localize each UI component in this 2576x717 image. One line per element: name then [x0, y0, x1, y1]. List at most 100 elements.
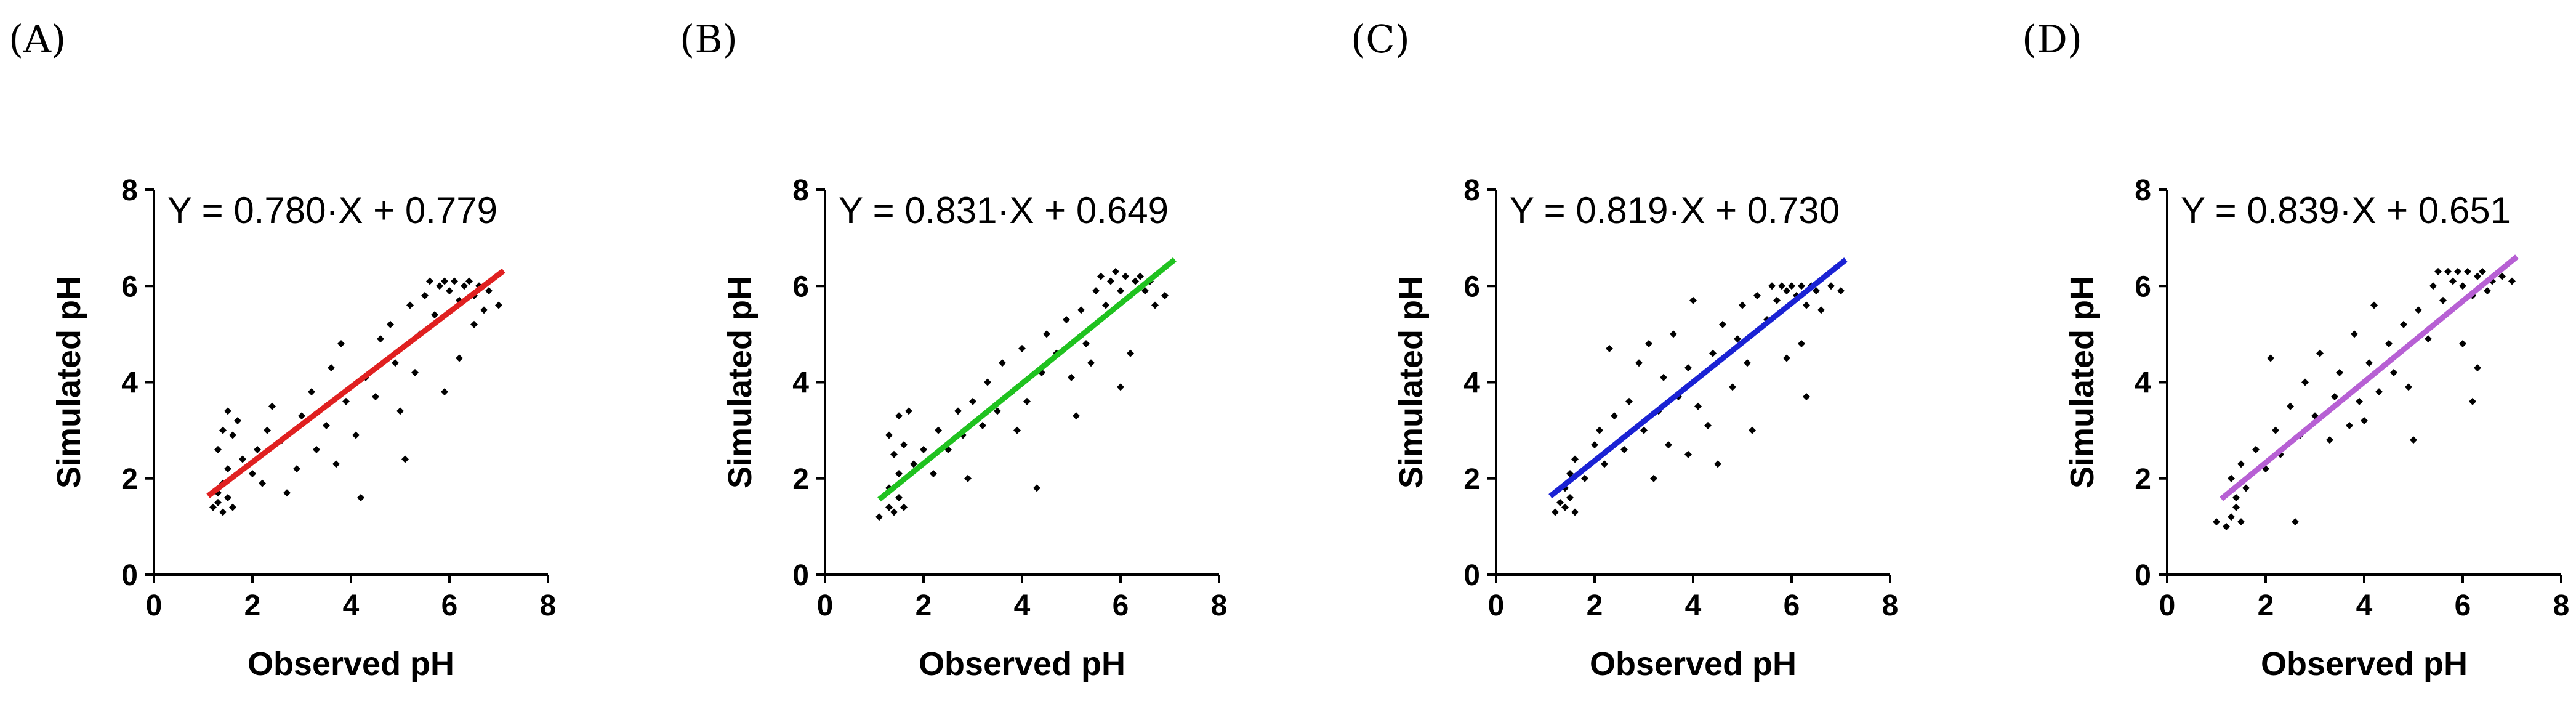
data-point [1694, 402, 1702, 410]
x-tick-label: 4 [1685, 589, 1702, 622]
data-point [308, 388, 315, 396]
data-point [392, 359, 399, 367]
y-axis-title: Simulated pH [722, 276, 759, 488]
data-point [964, 474, 972, 482]
data-point [1561, 503, 1569, 511]
data-point [411, 368, 419, 376]
data-point [2228, 513, 2235, 521]
y-tick-label: 6 [121, 270, 138, 303]
y-axis-title: Simulated pH [1393, 276, 1430, 488]
data-point [1107, 277, 1114, 285]
data-point [421, 291, 429, 299]
x-tick-label: 2 [244, 589, 261, 622]
panel-B: (B) 0 2 4 6 8 0 2 4 6 8 Observed pH Simulated pH Y =… [680, 17, 1227, 683]
data-point [1837, 287, 1845, 295]
x-tick-label: 2 [2258, 589, 2274, 622]
data-point [1571, 508, 1579, 516]
data-point [895, 412, 903, 420]
panel-A: (A) 0 2 4 6 8 0 2 4 6 8 Observed pH Simulated pH Y =… [9, 17, 556, 683]
data-point [2459, 282, 2466, 290]
data-point [1650, 474, 1657, 482]
data-point [1684, 364, 1692, 372]
data-point [994, 407, 1001, 415]
data-point [890, 450, 898, 458]
data-point [2484, 287, 2491, 295]
data-point [2405, 383, 2412, 391]
data-point [2228, 474, 2235, 482]
x-tick-label: 8 [2553, 589, 2570, 622]
data-point [999, 359, 1006, 367]
data-point [1087, 359, 1095, 367]
data-point [2237, 460, 2245, 468]
data-point [352, 431, 360, 439]
data-point [1606, 344, 1613, 352]
data-point [470, 320, 478, 328]
y-tick-label: 4 [2135, 367, 2151, 400]
data-point [234, 417, 241, 424]
data-point [1625, 397, 1633, 405]
data-point [2331, 392, 2338, 400]
data-point [1798, 340, 1805, 347]
data-point [1749, 426, 1756, 434]
data-point [2232, 503, 2240, 511]
data-point [2474, 272, 2481, 280]
data-point [2498, 272, 2506, 280]
data-point [2351, 330, 2358, 338]
data-point [396, 407, 404, 415]
data-point [1117, 287, 1124, 295]
data-point [1719, 320, 1726, 328]
regression-equation: Y = 0.839·X + 0.651 [2181, 190, 2511, 231]
data-point [214, 498, 222, 506]
regression-equation: Y = 0.819·X + 0.730 [1510, 190, 1840, 231]
data-point [337, 340, 345, 347]
data-point [323, 421, 330, 429]
data-point [2223, 522, 2230, 530]
x-tick-label: 6 [2455, 589, 2471, 622]
data-point [1640, 426, 1648, 434]
x-tick-label: 4 [1014, 589, 1031, 622]
panel-D: (D) 0 2 4 6 8 0 2 4 6 8 Observed pH Simulated pH Y =… [2022, 17, 2569, 683]
data-point [495, 301, 502, 309]
data-point [1635, 359, 1643, 367]
data-point [377, 335, 384, 343]
data-point [1670, 330, 1677, 338]
data-point [446, 287, 453, 295]
data-point [1591, 441, 1598, 449]
data-point [1018, 344, 1026, 352]
y-tick-label: 0 [1463, 559, 1480, 592]
data-point [2439, 296, 2447, 304]
data-point [2474, 364, 2481, 372]
data-point [214, 445, 222, 453]
data-point [1788, 282, 1795, 290]
data-point [1620, 445, 1628, 453]
data-point [2365, 359, 2373, 367]
x-tick-label: 4 [2356, 589, 2373, 622]
data-point [2454, 267, 2461, 275]
data-point [1734, 335, 1741, 343]
data-point [1566, 494, 1574, 501]
data-point [1773, 296, 1781, 304]
data-point [1709, 349, 1717, 357]
x-tick-label: 0 [2159, 589, 2176, 622]
data-point [1813, 287, 1820, 295]
x-axis-title: Observed pH [248, 646, 454, 683]
data-point [1097, 272, 1105, 280]
data-point [1581, 474, 1588, 482]
panel-label: (A) [9, 17, 66, 62]
data-point [1117, 383, 1124, 391]
data-point [1768, 282, 1776, 290]
data-point [2410, 436, 2417, 444]
y-tick-label: 8 [792, 174, 809, 207]
data-point [431, 311, 438, 319]
data-point [1151, 301, 1159, 309]
regression-equation: Y = 0.780·X + 0.779 [167, 190, 497, 231]
y-tick-label: 8 [2135, 174, 2151, 207]
data-point [2316, 349, 2324, 357]
data-point [239, 455, 246, 463]
data-point [885, 503, 893, 511]
data-point [2390, 368, 2397, 376]
data-point [224, 407, 231, 415]
x-tick-label: 2 [1587, 589, 1603, 622]
data-point [2272, 426, 2279, 434]
data-point [456, 354, 463, 362]
